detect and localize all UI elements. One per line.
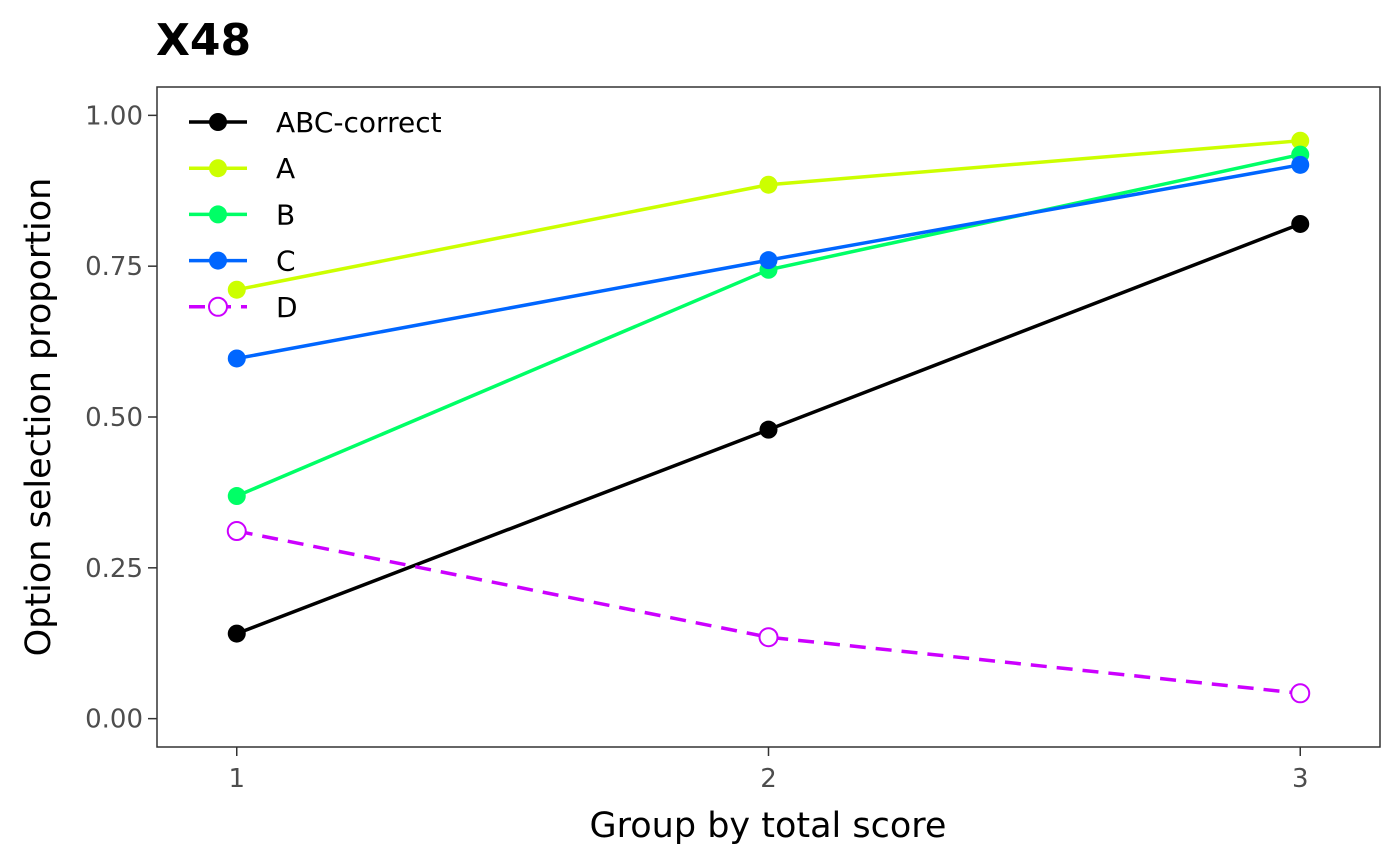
series-layer: [226, 131, 1311, 704]
legend-label: D: [276, 291, 298, 324]
legend-key-marker: [209, 251, 227, 270]
legend-key-marker: [209, 159, 227, 178]
point-abc-correct: [759, 420, 778, 439]
legend-item-b: B: [189, 198, 295, 231]
legend-item-d: D: [189, 291, 298, 324]
legend-key-marker: [208, 296, 228, 317]
legend-label: B: [276, 198, 295, 231]
y-axis: 0.00 0.25 0.50 0.75 1.00: [85, 101, 157, 735]
x-tick-label: 1: [228, 764, 245, 794]
y-tick-label: 0.25: [85, 554, 143, 584]
y-tick-label: 0.00: [85, 705, 143, 735]
y-axis-title: Option selection proportion: [19, 178, 59, 657]
legend-item-a: A: [189, 152, 295, 185]
series-a: [227, 131, 1310, 299]
x-tick-label: 2: [760, 764, 777, 794]
legend-label: A: [276, 152, 295, 185]
point-d: [226, 521, 247, 542]
point-a: [759, 175, 778, 194]
series-abc-correct: [227, 214, 1310, 643]
point-abc-correct: [227, 624, 246, 643]
y-tick-label: 0.50: [85, 403, 143, 433]
chart-title: X48: [156, 15, 251, 66]
legend-key-marker: [209, 113, 227, 131]
point-a: [227, 280, 246, 299]
x-tick-label: 3: [1292, 764, 1309, 794]
x-axis-title: Group by total score: [590, 806, 947, 846]
point-d: [1290, 683, 1311, 704]
point-c: [1291, 155, 1310, 174]
series-c: [227, 155, 1310, 368]
series-d: [226, 521, 1311, 704]
legend-label: C: [276, 245, 296, 278]
legend-item-c: C: [189, 245, 296, 278]
legend-key-marker: [209, 205, 227, 224]
legend-label: ABC-correct: [276, 106, 442, 139]
series-line-d: [236, 529, 1301, 696]
legend-item-abc-correct: ABC-correct: [189, 106, 442, 139]
y-tick-label: 0.75: [85, 252, 143, 282]
point-c: [227, 349, 246, 368]
x-axis: 1 2 3: [228, 747, 1309, 794]
point-c: [759, 251, 778, 270]
point-d: [758, 627, 779, 648]
point-b: [227, 487, 246, 506]
point-a: [1291, 131, 1310, 150]
point-abc-correct: [1291, 214, 1310, 233]
y-tick-label: 1.00: [85, 101, 143, 131]
